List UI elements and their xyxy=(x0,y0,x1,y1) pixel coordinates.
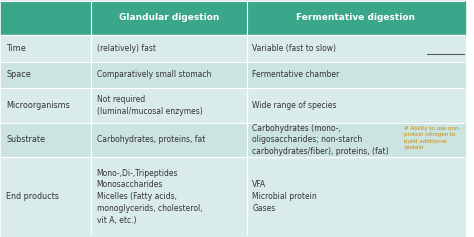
Text: Microorganisms: Microorganisms xyxy=(6,101,70,110)
Bar xyxy=(91,157,246,236)
Bar xyxy=(0,35,91,62)
Bar xyxy=(91,123,246,157)
Bar xyxy=(246,35,465,62)
Text: Carbohydrates (mono-,
oligosaccharides; non-starch
carbohydrates/fiber), protein: Carbohydrates (mono-, oligosaccharides; … xyxy=(252,123,389,156)
Text: Variable (fast to slow): Variable (fast to slow) xyxy=(252,44,336,53)
Bar xyxy=(246,1,465,35)
Text: Space: Space xyxy=(6,70,31,79)
Text: Time: Time xyxy=(6,44,26,53)
Text: End products: End products xyxy=(6,192,59,201)
Text: # Ability to use non-
protein nitrogen to
build additional
protein: # Ability to use non- protein nitrogen t… xyxy=(404,126,461,150)
Text: Fermentative chamber: Fermentative chamber xyxy=(252,70,339,79)
Bar xyxy=(246,123,465,157)
Text: Not required
(luminal/mucosal enzymes): Not required (luminal/mucosal enzymes) xyxy=(97,95,202,116)
Text: Carbohydrates, proteins, fat: Carbohydrates, proteins, fat xyxy=(97,135,205,144)
Text: Wide range of species: Wide range of species xyxy=(252,101,337,110)
Bar xyxy=(0,1,91,35)
Text: (relatively) fast: (relatively) fast xyxy=(97,44,156,53)
Text: Substrate: Substrate xyxy=(6,135,45,144)
Bar xyxy=(91,62,246,88)
Text: Glandular digestion: Glandular digestion xyxy=(118,14,219,23)
Bar xyxy=(246,62,465,88)
Bar xyxy=(0,123,91,157)
Text: Comparatively small stomach: Comparatively small stomach xyxy=(97,70,211,79)
Text: VFA
Microbial protein
Gases: VFA Microbial protein Gases xyxy=(252,180,317,213)
Bar xyxy=(0,62,91,88)
Bar xyxy=(0,88,91,123)
Bar xyxy=(91,88,246,123)
Bar xyxy=(246,157,465,236)
Text: Mono-,Di-,Tripeptides
Monosaccharides
Micelles (Fatty acids,
monoglycerids, chol: Mono-,Di-,Tripeptides Monosaccharides Mi… xyxy=(97,169,202,225)
Text: Fermentative digestion: Fermentative digestion xyxy=(296,14,415,23)
Bar xyxy=(0,157,91,236)
Bar xyxy=(91,35,246,62)
Bar xyxy=(246,88,465,123)
Bar xyxy=(91,1,246,35)
